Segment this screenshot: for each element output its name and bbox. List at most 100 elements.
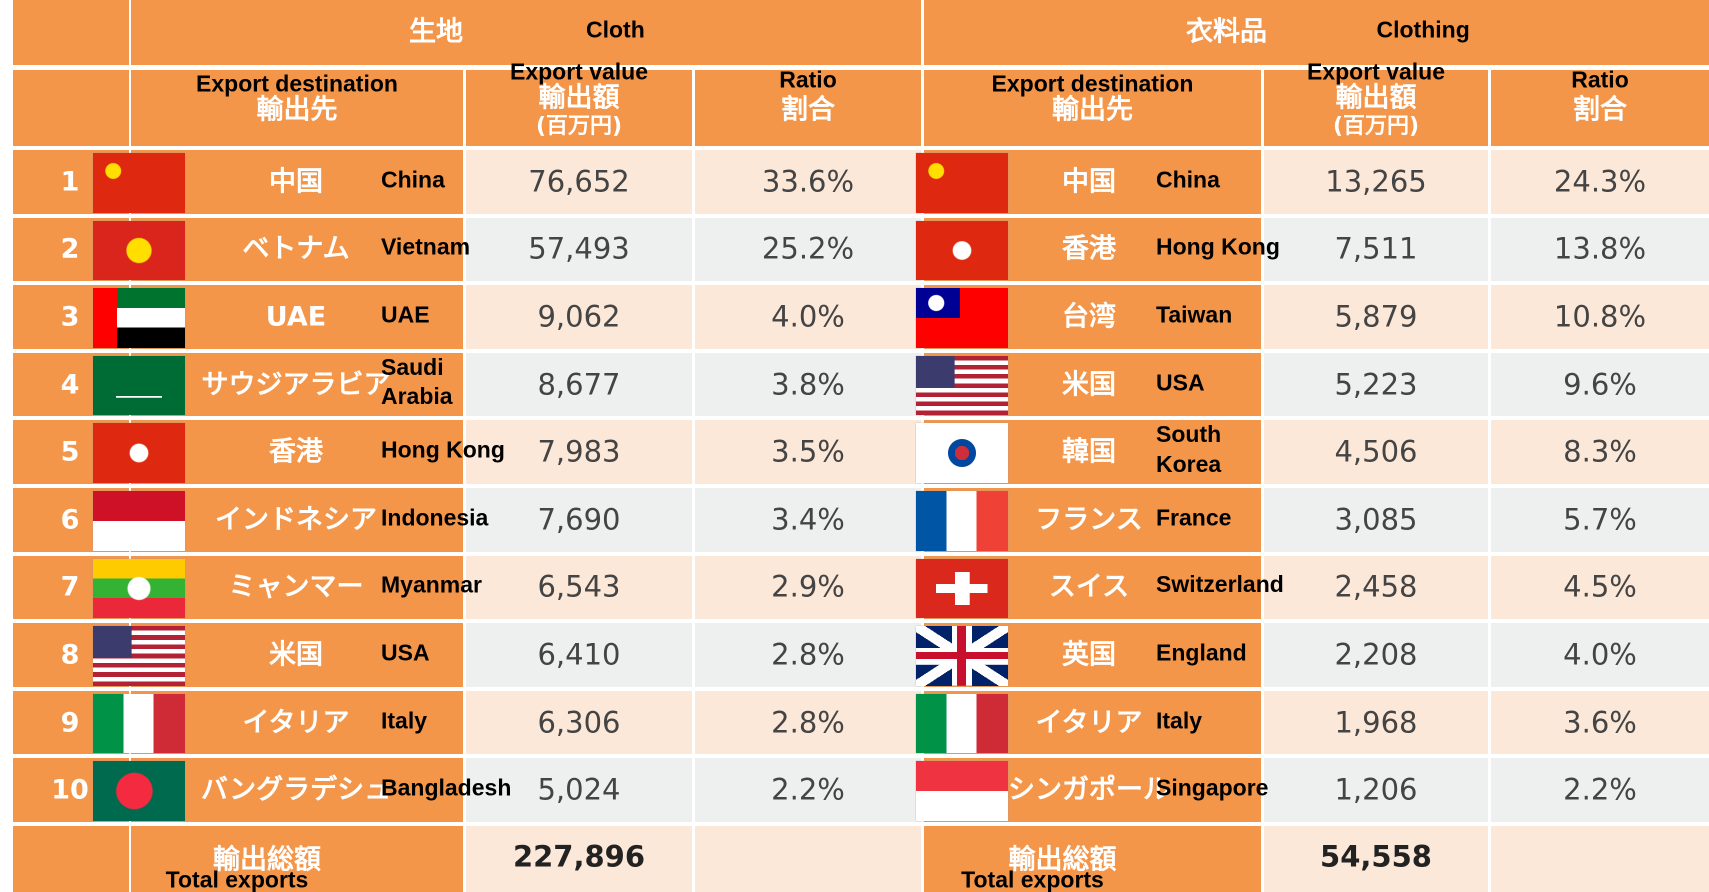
- name-cell: [131, 420, 463, 484]
- ratio: 24.3%: [1553, 164, 1647, 199]
- rank: 2: [60, 233, 80, 265]
- export-value: 4,506: [1334, 434, 1418, 469]
- flag: [93, 423, 185, 483]
- name-ja: 韓国: [1062, 436, 1116, 468]
- ratio: 8.3%: [1563, 434, 1637, 469]
- name-ja: シンガポール: [1008, 774, 1170, 806]
- ratio: 25.2%: [761, 231, 855, 266]
- header-cell: [1264, 70, 1488, 146]
- name-cell: [131, 623, 463, 687]
- value-cell: [1264, 420, 1488, 484]
- value-cell: [466, 690, 692, 755]
- ratio-cell: [1491, 758, 1709, 822]
- flag: [93, 355, 185, 416]
- name-ja: UAE: [265, 301, 327, 333]
- header-en: Ratio: [1571, 66, 1629, 93]
- total-value-cell: [1264, 826, 1488, 892]
- header-en: Export value: [1306, 58, 1446, 85]
- name-ja: 英国: [1062, 639, 1116, 671]
- ratio-cell: [1491, 420, 1709, 484]
- rank: 1: [60, 166, 80, 198]
- ratio: 2.8%: [771, 637, 845, 672]
- name-ja: インドネシア: [215, 504, 377, 536]
- header-unit: (百万円): [535, 114, 623, 139]
- total-en: Total exports: [961, 866, 1104, 892]
- ratio: 3.4%: [771, 502, 845, 537]
- total-value: 54,558: [1320, 839, 1432, 874]
- rank: 9: [60, 707, 80, 739]
- ratio: 3.5%: [771, 434, 845, 469]
- header-unit: (百万円): [1332, 114, 1420, 139]
- ratio-cell: [695, 150, 921, 214]
- export-value: 13,265: [1325, 164, 1427, 199]
- export-value: 2,208: [1334, 637, 1418, 672]
- name-en: Singapore: [1156, 774, 1269, 801]
- value-cell: [1264, 352, 1488, 417]
- ratio-cell: [1491, 150, 1709, 214]
- header-cell: [13, 0, 129, 65]
- rank: 3: [60, 301, 80, 333]
- total-cell: [131, 826, 463, 892]
- flag: [93, 220, 185, 281]
- name-ja: ミャンマー: [228, 571, 364, 603]
- value-cell: [1264, 285, 1488, 349]
- export-value: 1,206: [1334, 772, 1418, 807]
- flag: [916, 761, 1008, 821]
- name-en: USA: [381, 639, 430, 666]
- name-en: Switzerland: [1156, 571, 1284, 598]
- name-ja: 香港: [1062, 233, 1116, 265]
- rank: 4: [60, 369, 80, 401]
- ratio-cell: [695, 217, 921, 282]
- header-cell: [466, 70, 692, 146]
- header-ja: 輸出先: [256, 94, 338, 126]
- header-ja: 割合: [781, 94, 835, 126]
- name-cell: [131, 217, 463, 282]
- ratio: 10.8%: [1553, 299, 1647, 334]
- name-en: USA: [1156, 369, 1205, 396]
- name-ja: 中国: [1062, 166, 1116, 198]
- header-cell: [695, 70, 921, 146]
- name-cell: [131, 690, 463, 755]
- export-value: 7,511: [1334, 231, 1418, 266]
- section-title-cell: [924, 0, 1709, 65]
- flag: [916, 423, 1008, 483]
- name-cell: [131, 150, 463, 214]
- name-ja: フランス: [1035, 504, 1143, 536]
- total-cell: [13, 826, 129, 892]
- name-ja: スイス: [1048, 571, 1130, 603]
- header-ja: 輸出先: [1052, 94, 1133, 126]
- total-cell: [695, 826, 921, 892]
- name-en: Italy: [1156, 707, 1203, 734]
- name-ja: 米国: [1062, 369, 1116, 401]
- ratio: 2.2%: [1563, 772, 1637, 807]
- export-value: 7,983: [537, 434, 621, 469]
- section-title-cell: [131, 0, 921, 65]
- rank: 10: [51, 774, 89, 806]
- export-value: 76,652: [528, 164, 630, 199]
- name-en: China: [1156, 166, 1220, 193]
- value-cell: [466, 623, 692, 687]
- export-value: 5,223: [1334, 367, 1418, 402]
- ratio-cell: [695, 555, 921, 620]
- total-value-cell: [466, 826, 692, 892]
- total-ja: 輸出総額: [1008, 844, 1117, 876]
- name-ja: バングラデシュ: [200, 774, 392, 806]
- ratio-cell: [695, 285, 921, 349]
- header-cell: [131, 70, 463, 146]
- ratio: 4.0%: [1563, 637, 1637, 672]
- header-cell: [1491, 70, 1709, 146]
- ratio-cell: [1491, 623, 1709, 687]
- name-en: Hong Kong: [381, 436, 505, 463]
- export-value: 1,968: [1334, 705, 1418, 740]
- export-value: 3,085: [1334, 502, 1418, 537]
- flag: [93, 491, 185, 551]
- header-cell: [13, 70, 129, 146]
- total-ja: 輸出総額: [213, 844, 321, 876]
- header-ja: 割合: [1573, 94, 1627, 126]
- ratio: 33.6%: [761, 164, 855, 199]
- total-cell: [1491, 826, 1709, 892]
- flag: [916, 355, 1008, 416]
- export-value: 57,493: [528, 231, 630, 266]
- value-cell: [1264, 555, 1488, 620]
